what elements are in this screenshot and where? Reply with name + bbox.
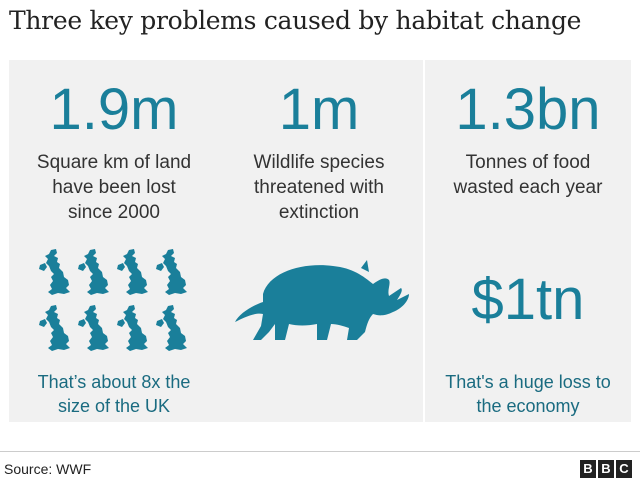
bbc-logo-letter: B [580, 460, 596, 478]
stat-economic-loss: $1tn [471, 267, 585, 332]
stat-land-loss: 1.9m [49, 77, 179, 142]
bbc-logo: B B C [580, 460, 632, 478]
uk-map-icon [154, 304, 190, 356]
footnote-economic-loss: That's a huge loss to the economy [445, 372, 611, 416]
stat-food-waste: 1.3bn [455, 77, 601, 142]
footnote-land-loss: That’s about 8x the size of the UK [37, 372, 191, 416]
description-food-waste: Tonnes of food wasted each year [453, 152, 603, 198]
uk-map-icon [115, 248, 151, 300]
source-credit: Source: WWF [4, 461, 92, 477]
uk-map-icon [37, 304, 73, 356]
uk-map-icon [115, 304, 151, 356]
panel-food-waste: 1.3bn Tonnes of food wasted each year $1… [425, 60, 631, 422]
page-title: Three key problems caused by habitat cha… [9, 6, 582, 35]
uk-map-grid [37, 248, 197, 358]
uk-map-icon [76, 248, 112, 300]
bbc-logo-letter: B [598, 460, 614, 478]
panel-species: 1m Wildlife species threatened with exti… [215, 60, 423, 422]
description-species: Wildlife species threatened with extinct… [253, 152, 385, 223]
uk-map-icon [37, 248, 73, 300]
uk-map-icon [76, 304, 112, 356]
footer-divider [0, 451, 640, 452]
stat-species: 1m [278, 77, 360, 142]
rhino-icon [235, 260, 409, 340]
description-land-loss: Square km of land have been lost since 2… [36, 152, 192, 223]
panel-land-loss: 1.9m Square km of land have been lost si… [9, 60, 219, 422]
uk-map-icon [154, 248, 190, 300]
bbc-logo-letter: C [616, 460, 632, 478]
